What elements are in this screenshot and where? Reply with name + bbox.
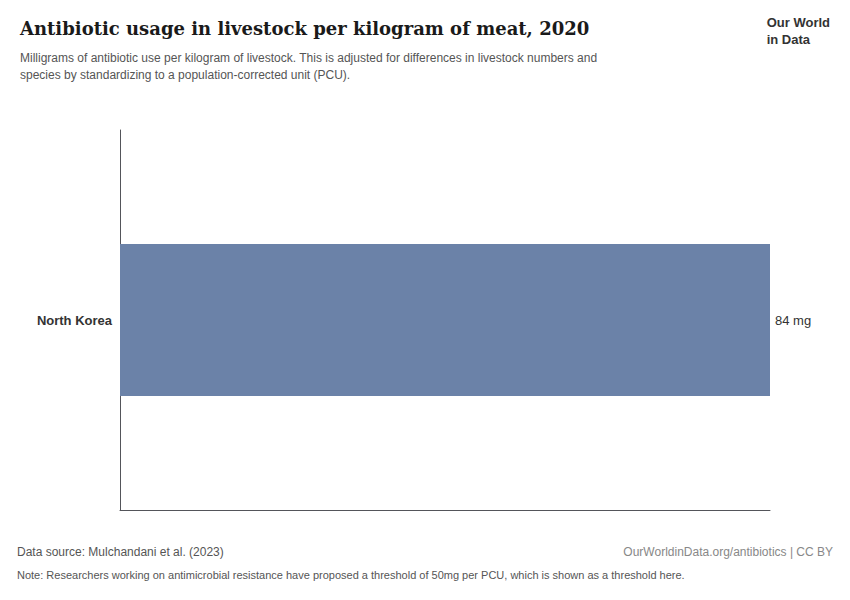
svg-text:North Korea: North Korea [37, 313, 113, 328]
svg-text:species by standardizing to a: species by standardizing to a population… [20, 68, 350, 82]
svg-text:OurWorldinData.org/antibiotics: OurWorldinData.org/antibiotics | CC BY [623, 545, 833, 559]
svg-text:Data source: Mulchandani et al: Data source: Mulchandani et al. (2023) [17, 545, 224, 559]
svg-text:Our World: Our World [767, 15, 830, 30]
svg-text:in Data: in Data [767, 32, 811, 47]
svg-text:Antibiotic usage in livestock: Antibiotic usage in livestock per kilogr… [19, 18, 589, 39]
svg-text:Note: Researchers working on a: Note: Researchers working on antimicrobi… [17, 569, 685, 581]
svg-text:Milligrams of antibiotic use p: Milligrams of antibiotic use per kilogra… [20, 51, 597, 65]
svg-text:84 mg: 84 mg [775, 313, 811, 328]
